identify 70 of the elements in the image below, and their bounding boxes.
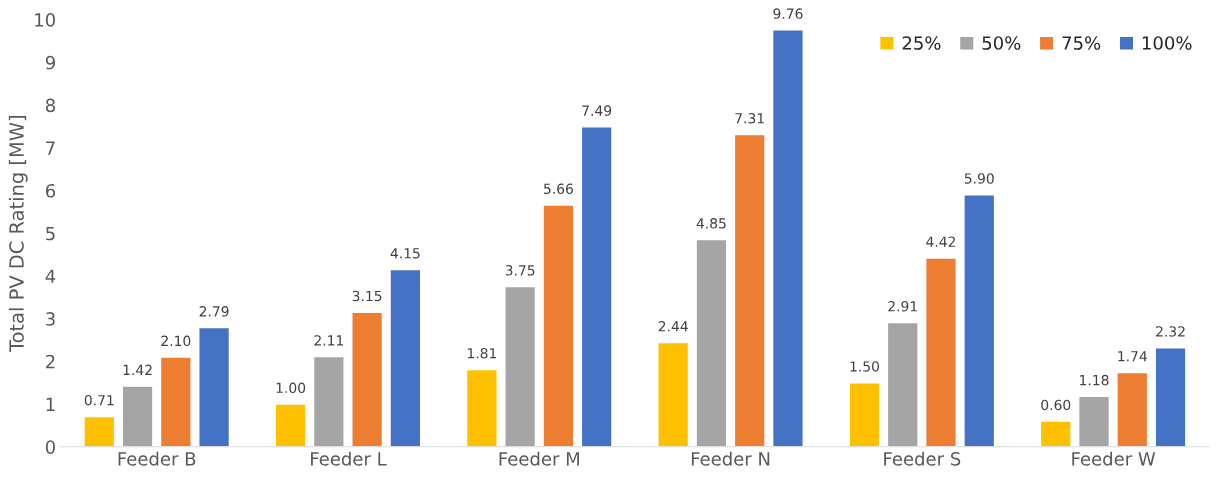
data-label: 2.79 <box>199 306 229 317</box>
bar <box>963 194 996 447</box>
bar <box>695 238 728 447</box>
bar <box>389 268 422 447</box>
data-label: 2.91 <box>888 300 917 312</box>
bar <box>83 415 116 447</box>
y-tick-label: 2 <box>46 354 55 369</box>
bar <box>504 285 537 447</box>
bar <box>580 126 613 447</box>
x-tick-label: Feeder S <box>884 451 961 466</box>
data-label: 2.44 <box>658 321 688 332</box>
bar <box>274 403 307 447</box>
y-tick-label: 8 <box>45 98 55 113</box>
bar <box>198 326 231 447</box>
y-tick-label: 3 <box>46 312 55 326</box>
data-label: 4.85 <box>696 218 726 229</box>
bar <box>733 133 766 447</box>
bar <box>159 356 192 447</box>
bar <box>924 257 957 447</box>
data-label: 3.75 <box>505 265 535 276</box>
y-tick-label: 6 <box>45 183 56 198</box>
data-label: 2.10 <box>161 335 191 347</box>
data-label: 1.18 <box>1080 374 1109 386</box>
y-axis-title: Total PV DC Rating [MW] <box>8 116 28 353</box>
bar <box>542 204 575 447</box>
legend-label: 25% <box>902 36 941 50</box>
bar <box>1039 420 1072 447</box>
data-label: 5.66 <box>544 183 573 195</box>
y-tick-label: 0 <box>45 440 55 454</box>
bar <box>886 321 919 447</box>
x-tick-label: Feeder N <box>691 451 770 466</box>
data-label: 1.50 <box>850 361 880 372</box>
bar <box>771 29 804 447</box>
x-tick-label: Feeder B <box>118 451 196 466</box>
legend-label: 50% <box>982 36 1021 50</box>
data-label: 1.74 <box>1118 351 1147 362</box>
data-label: 9.76 <box>773 8 803 19</box>
data-label: 1.81 <box>467 347 497 359</box>
bar <box>1078 395 1111 447</box>
y-tick-label: 5 <box>46 226 55 241</box>
data-label: 1.42 <box>123 364 152 375</box>
data-label: 0.71 <box>84 394 114 406</box>
x-tick-label: Feeder L <box>311 451 387 466</box>
bar <box>657 341 690 447</box>
data-label: 2.11 <box>314 335 344 346</box>
data-label: 7.31 <box>735 113 764 124</box>
data-label: 2.32 <box>1156 326 1185 337</box>
data-label: 4.42 <box>926 236 956 247</box>
data-label: 1.00 <box>276 382 306 394</box>
legend-label: 75% <box>1062 36 1101 50</box>
bar <box>1116 371 1149 447</box>
data-label: 7.49 <box>582 105 612 116</box>
y-tick-label: 1 <box>46 397 55 411</box>
data-label: 3.15 <box>352 290 382 302</box>
bar <box>312 355 345 447</box>
legend-label: 100% <box>1142 36 1192 50</box>
data-label: 0.60 <box>1041 399 1071 411</box>
bar <box>121 385 154 447</box>
y-tick-label: 4 <box>45 269 56 283</box>
y-tick-label: 7 <box>46 141 55 155</box>
bar <box>351 311 384 447</box>
data-label: 4.15 <box>390 248 420 259</box>
x-tick-label: Feeder W <box>1072 451 1156 466</box>
y-tick-label: 10 <box>35 13 55 27</box>
bar <box>848 382 881 447</box>
bar <box>465 368 498 447</box>
y-tick-label: 9 <box>45 55 55 70</box>
bar <box>1154 347 1187 447</box>
x-tick-label: Feeder M <box>499 451 579 466</box>
data-label: 5.90 <box>964 173 994 184</box>
